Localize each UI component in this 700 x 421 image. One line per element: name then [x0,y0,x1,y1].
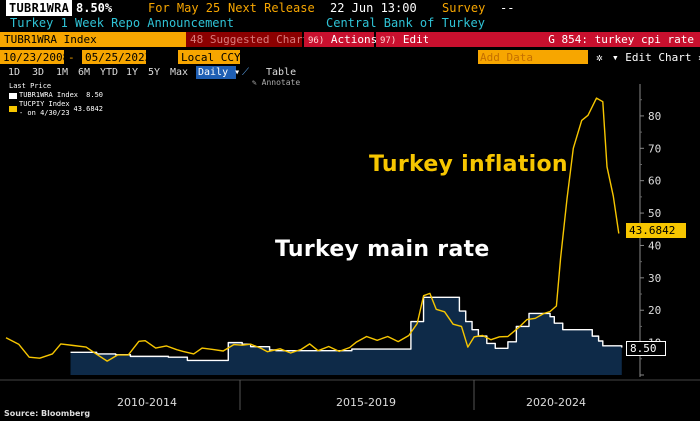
rate-area-layer [70,297,622,375]
start-date-input[interactable]: 10/23/2008 [0,50,69,64]
annotation-main-rate: Turkey main rate [275,237,490,262]
annotation-inflation: Turkey inflation [369,152,568,177]
series-lines-layer [5,97,623,362]
legend-header: Last Price [9,82,52,90]
edit-chart-button[interactable]: ▾ Edit Chart ✲ ▢ [612,50,700,65]
annotate-row: ✎ Annotate [0,77,700,88]
ticker-label[interactable]: TUBR1WRA [6,0,73,16]
y-tick-label: 70 [648,142,661,155]
annotate-button[interactable]: ✎ Annotate [252,78,301,87]
x-period-label: 2010-2014 [117,396,177,409]
range-ytd[interactable]: YTD [100,67,119,78]
x-period-label: 2020-2024 [526,396,586,409]
chart-title: G 854: turkey cpi rate [428,32,700,47]
pencil-icon: ✎ [252,78,257,87]
date-separator: - [68,51,75,64]
date-range-toolbar: 10/23/2008 - 05/25/2023 Local CCY▾ Add D… [0,50,700,65]
add-data-input[interactable]: Add Data [478,50,588,64]
actions-menu[interactable]: 96) Actions ▾ [304,32,391,47]
caret-down-icon: ▾ [240,51,248,64]
series-line-rate[interactable] [70,296,623,362]
series-line-inflation[interactable] [5,97,620,362]
table-view-button[interactable]: Table [266,67,297,78]
gear-icon[interactable]: ✲ [596,51,603,64]
y-tick-label: 60 [648,175,661,188]
range-1y[interactable]: 1Y [126,67,139,78]
last-value-tag-rate: 8.50 [626,341,666,356]
y-tick-label: 40 [648,239,661,252]
next-release-label: Next Release [228,1,315,15]
range-3d[interactable]: 3D [32,67,45,78]
y-tick-label: 80 [648,110,661,123]
range-5y[interactable]: 5Y [148,67,161,78]
for-date-label: For May 25 [148,1,221,15]
y-tick-label: 30 [648,272,661,285]
survey-value: -- [500,1,515,15]
security-source: Central Bank of Turkey [326,16,485,30]
last-price: 8.50% [76,1,113,15]
chart-legend: Last Price TUBR1WRA Index 8.50 TUCPIY In… [6,80,106,120]
line-chart-icon[interactable]: ⟋ [242,67,249,78]
last-value-tag-inflation: 43.6842 [626,223,686,238]
end-date-input[interactable]: 05/25/2023 [82,50,151,64]
survey-label: Survey [442,1,486,15]
range-6m[interactable]: 6M [78,67,91,78]
y-tick-label: 20 [648,304,661,317]
currency-select[interactable]: Local CCY▾ [178,50,247,64]
caret-down-icon: ▾ [234,67,241,78]
y-tick-label: 50 [648,207,661,220]
rate-area [70,297,622,375]
range-1m[interactable]: 1M [56,67,69,78]
edit-menu[interactable]: 97) Edit ▾ [376,32,443,47]
source-note: Source: Bloomberg [4,409,91,418]
index-field[interactable]: TUBR1WRA Index [0,32,186,47]
settings-icon[interactable]: ✲ [698,51,700,64]
range-1d[interactable]: 1D [8,67,21,78]
x-period-label: 2015-2019 [336,396,396,409]
suggested-charts-button[interactable]: 48 Suggested Charts [186,32,316,47]
next-release-value: 22 Jun 13:00 [330,1,417,15]
security-description-row: Turkey 1 Week Repo Announcement Central … [0,16,700,31]
frequency-select[interactable]: Daily ▾ [196,66,241,79]
range-max[interactable]: Max [170,67,189,78]
legend-swatch [9,106,17,112]
command-toolbar: TUBR1WRA Index 48 Suggested Charts 96) A… [0,32,700,47]
security-description: Turkey 1 Week Repo Announcement [10,16,234,30]
range-toolbar: 1D 3D 1M 6M YTD 1Y 5Y Max Daily ▾ ⟋ Tabl… [0,66,700,80]
legend-item-rate: TUBR1WRA Index 8.50 [9,91,103,100]
legend-item-cpi: TUCPIY Index - on 4/30/23 43.6842 [9,100,103,118]
legend-swatch [9,92,17,99]
security-header: TUBR1WRA 8.50% For May 25 Next Release 2… [0,0,700,16]
x-axis: 2010-2014 2015-2019 2020-2024 [0,379,700,410]
